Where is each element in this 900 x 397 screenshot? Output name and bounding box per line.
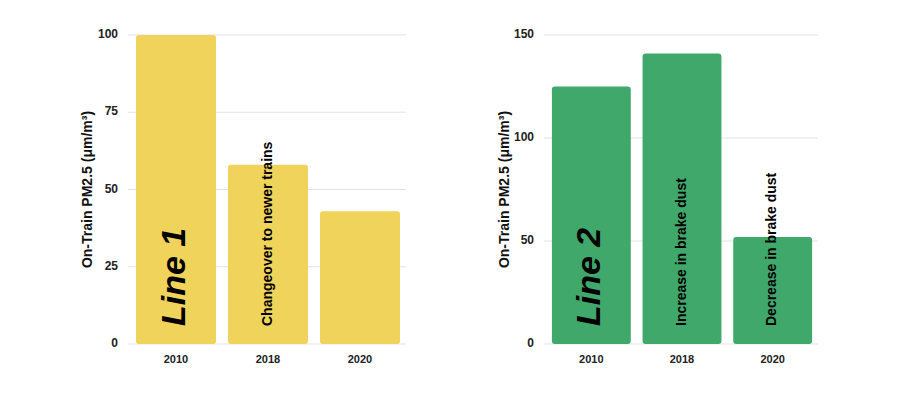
y-tick-label: 50 <box>521 233 535 247</box>
chart-panel: 0 50 100 150 On-Train PM2.5 (μm/m³) 2010 2018 2… <box>496 27 818 365</box>
chart-canvas: 0255075100On-Train PM2.5 (μm/m³)20102018… <box>0 0 900 397</box>
y-tick-label: 0 <box>111 336 118 350</box>
y-tick-label: 25 <box>105 259 119 273</box>
bar <box>136 35 216 344</box>
chart-panel: 0 25 50 75 100 On-Train PM2.5 (μm/m³) 2010 2018… <box>79 27 406 365</box>
bar-annotation: Increase in brake dust <box>673 178 689 326</box>
y-axis-label: On-Train PM2.5 (μm/m³) <box>496 111 512 268</box>
chart-title: Line 2 <box>569 228 607 326</box>
y-tick-label: 100 <box>98 27 118 41</box>
bar <box>643 54 722 344</box>
bar <box>552 87 631 345</box>
bars <box>136 35 400 344</box>
bars <box>552 54 812 344</box>
x-tick-label: 2018 <box>256 353 280 365</box>
bar-annotation: Decrease in brake dust <box>763 172 779 326</box>
chart-title: Line 1 <box>154 228 192 326</box>
bar <box>320 211 400 344</box>
y-tick-label: 75 <box>105 104 119 118</box>
y-axis-label: On-Train PM2.5 (μm/m³) <box>79 111 95 268</box>
x-tick-label: 2010 <box>164 353 188 365</box>
x-tick-label: 2020 <box>348 353 372 365</box>
x-tick-label: 2020 <box>760 353 784 365</box>
x-tick-label: 2010 <box>579 353 603 365</box>
y-tick-label: 150 <box>514 27 534 41</box>
x-tick-label: 2018 <box>670 353 694 365</box>
grid-line <box>544 35 818 36</box>
bar-annotation: Changeover to newer trains <box>259 141 275 326</box>
y-tick-label: 100 <box>514 130 534 144</box>
y-tick-label: 0 <box>527 336 534 350</box>
y-tick-label: 50 <box>105 182 119 196</box>
